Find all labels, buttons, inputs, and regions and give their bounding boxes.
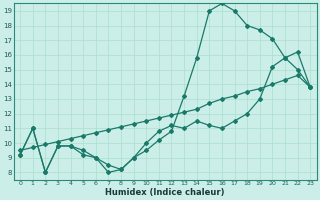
X-axis label: Humidex (Indice chaleur): Humidex (Indice chaleur) bbox=[106, 188, 225, 197]
